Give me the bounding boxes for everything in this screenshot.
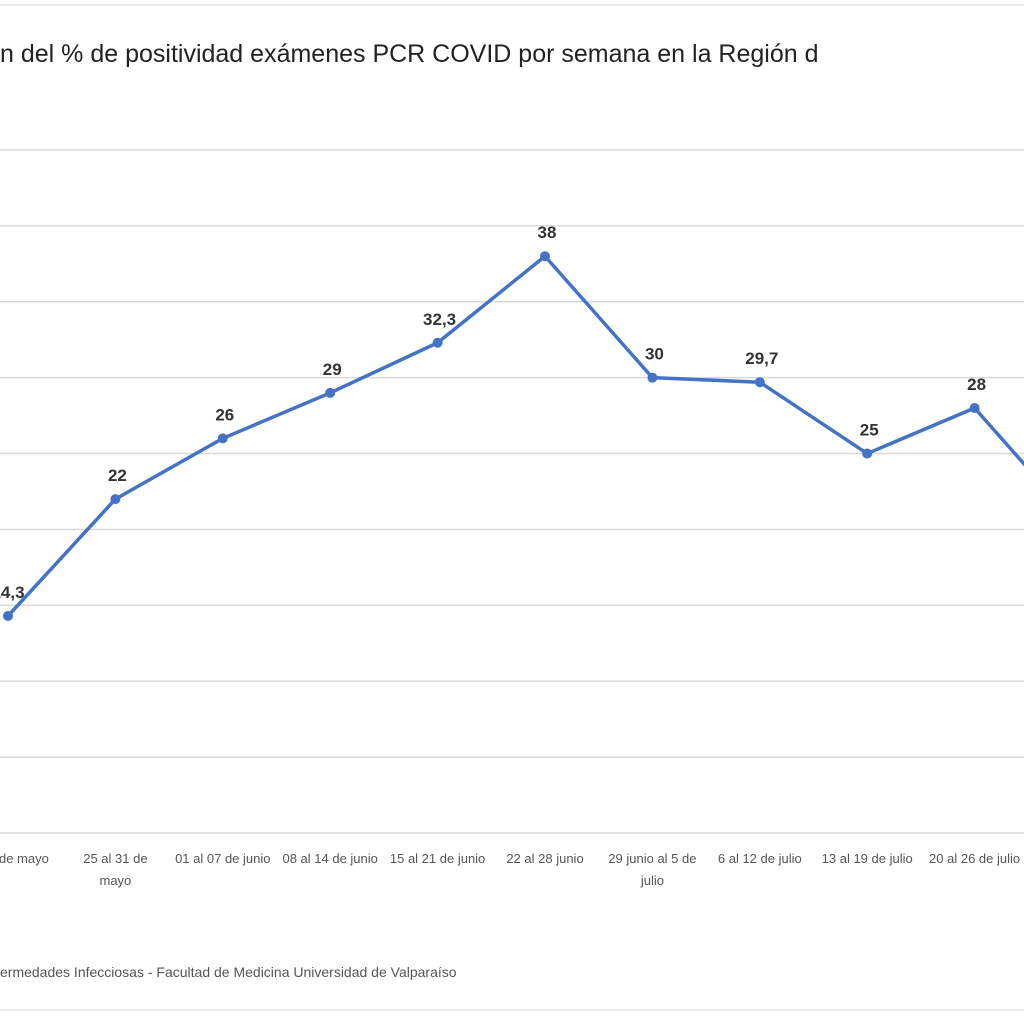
data-point bbox=[3, 610, 13, 621]
data-point bbox=[217, 433, 228, 444]
data-label: 14,3 bbox=[0, 583, 25, 602]
x-tick-label: 01 al 07 de junio bbox=[175, 851, 271, 866]
x-tick-label: 6 al 12 de julio bbox=[717, 851, 802, 866]
data-point bbox=[325, 387, 336, 398]
x-tick-label: 25 al 31 de mayo bbox=[83, 851, 148, 888]
x-tick-label: 13 al 19 de julio bbox=[821, 851, 913, 866]
data-point bbox=[647, 372, 658, 383]
x-tick-label: 22 al 28 junio bbox=[506, 851, 584, 866]
data-label: 32,3 bbox=[423, 310, 456, 329]
x-tick-label: 29 junio al 5 de julio bbox=[608, 851, 697, 888]
x-tick-label: 15 al 21 de junio bbox=[389, 851, 486, 866]
data-label: 28 bbox=[967, 375, 986, 394]
data-label: 22 bbox=[108, 466, 127, 485]
data-point bbox=[754, 377, 765, 388]
data-label: 29 bbox=[323, 360, 342, 379]
data-label: 25 bbox=[860, 421, 879, 440]
data-point bbox=[862, 448, 873, 459]
source-note: ermedades Infecciosas - Facultad de Medi… bbox=[0, 964, 457, 980]
data-label: 26 bbox=[215, 405, 234, 424]
data-label: 29,7 bbox=[745, 349, 778, 368]
chart-title: n del % de positividad exámenes PCR COVI… bbox=[0, 40, 819, 68]
data-point bbox=[969, 403, 980, 414]
data-label: 38 bbox=[538, 223, 557, 242]
x-tick-label: 20 al 26 de julio bbox=[929, 851, 1021, 866]
data-point bbox=[432, 337, 443, 348]
data-point bbox=[110, 494, 121, 505]
x-tick-label: 08 al 14 de junio bbox=[282, 851, 378, 866]
data-label: 30 bbox=[645, 345, 664, 364]
x-tick-label: al 24 de mayo bbox=[0, 851, 49, 866]
data-point bbox=[540, 251, 550, 262]
